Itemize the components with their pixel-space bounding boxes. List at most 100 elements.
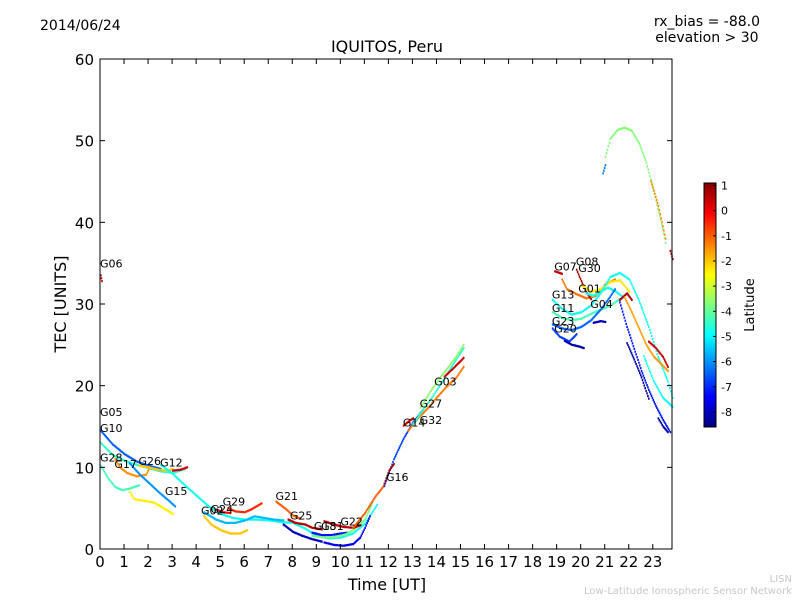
y-tick-label: 10 bbox=[75, 459, 94, 477]
x-tick-label: 12 bbox=[379, 553, 398, 571]
series-G21 bbox=[275, 500, 302, 520]
series-G30 bbox=[580, 279, 631, 293]
x-tick-label: 10 bbox=[331, 553, 350, 571]
y-tick-label: 60 bbox=[75, 51, 94, 69]
date-label: 2014/06/24 bbox=[40, 18, 121, 34]
x-tick-label: 1 bbox=[119, 553, 129, 571]
x-tick-label: 5 bbox=[215, 553, 225, 571]
x-tick-label: 2 bbox=[143, 553, 153, 571]
series-G25b bbox=[282, 523, 323, 543]
y-tick-label: 40 bbox=[75, 214, 94, 232]
series-G03 bbox=[419, 343, 465, 409]
x-tick-label: 16 bbox=[475, 553, 494, 571]
series-G15 bbox=[128, 462, 177, 508]
series-G07 bbox=[554, 270, 563, 275]
series-G19d bbox=[657, 417, 669, 434]
series-G09b bbox=[602, 164, 607, 175]
colorbar-tick-label: -8 bbox=[721, 406, 732, 419]
data-marks bbox=[100, 126, 674, 547]
series-G23 bbox=[551, 288, 616, 332]
series-G19r bbox=[648, 340, 669, 368]
sat-label: G22 bbox=[340, 515, 363, 528]
x-tick-label: 7 bbox=[263, 553, 273, 571]
colorbar bbox=[703, 182, 717, 428]
x-tick-label: 3 bbox=[167, 553, 177, 571]
sat-label: G11 bbox=[552, 302, 575, 315]
series-G09a bbox=[650, 180, 667, 240]
sat-label: G06 bbox=[100, 257, 123, 270]
sat-label: G05 bbox=[100, 406, 123, 419]
series-G12 bbox=[172, 466, 189, 472]
sat-label: G20 bbox=[554, 323, 577, 336]
sat-label: G04 bbox=[590, 298, 613, 311]
x-tick-label: 9 bbox=[312, 553, 322, 571]
sat-label: G03 bbox=[434, 376, 457, 389]
x-tick-label: 18 bbox=[523, 553, 542, 571]
series-G16r bbox=[383, 463, 395, 485]
series-G19 bbox=[623, 296, 669, 373]
colorbar-tick-label: -2 bbox=[721, 255, 732, 268]
series-G04r bbox=[619, 292, 633, 301]
sat-label: G32 bbox=[420, 414, 443, 427]
sat-label: G18 bbox=[314, 520, 337, 533]
sat-label: G07 bbox=[554, 261, 577, 274]
chart-title: IQUITOS, Peru bbox=[331, 37, 443, 56]
series-G16 bbox=[352, 484, 386, 529]
colorbar-tick-label: -3 bbox=[721, 280, 732, 293]
series-G19c bbox=[626, 342, 650, 400]
x-tick-label: 6 bbox=[239, 553, 249, 571]
series-G05 bbox=[100, 429, 162, 471]
footer-lisn: LISN bbox=[769, 574, 792, 585]
y-tick-label: 20 bbox=[75, 378, 94, 396]
series-G09 bbox=[604, 126, 667, 244]
sat-label: G17 bbox=[114, 458, 137, 471]
rx-bias-label: rx_bias = -88.0 bbox=[653, 14, 760, 30]
series-G15b bbox=[128, 490, 174, 515]
sat-label: G29 bbox=[223, 496, 246, 509]
series-G14 bbox=[402, 417, 414, 427]
sat-label: G12 bbox=[160, 457, 183, 470]
series-G02 bbox=[203, 515, 249, 535]
y-axis-label: TEC [UNITS] bbox=[51, 256, 70, 354]
series-G19b bbox=[619, 301, 672, 434]
x-axis: 0 1 2 3 4 5 6 7 8 9 10 11 12 13 14 15 16 17 18 19 20 21 22 23 bbox=[95, 59, 662, 571]
colorbar-label: Latitude bbox=[743, 278, 758, 332]
x-tick-label: 0 bbox=[95, 553, 105, 571]
sat-label: G01 bbox=[578, 283, 601, 296]
colorbar-tick-label: -6 bbox=[721, 356, 732, 369]
y-axis: 0 10 20 30 40 50 60 bbox=[75, 51, 672, 559]
rx-bias-info: rx_bias = -88.0 elevation > 30 bbox=[654, 14, 760, 46]
footer-network: Low-Latitude Ionospheric Sensor Network bbox=[584, 586, 792, 597]
elevation-label: elevation > 30 bbox=[655, 30, 759, 46]
series-G25 bbox=[287, 518, 323, 531]
colorbar-tick-label: -5 bbox=[721, 330, 732, 343]
series-G02b bbox=[203, 511, 285, 524]
sat-label: G28 bbox=[100, 452, 123, 465]
series-G04 bbox=[592, 320, 607, 324]
colorbar-tick-label: 1 bbox=[721, 180, 728, 193]
colorbar-tick-label: 0 bbox=[721, 205, 728, 218]
x-tick-label: 19 bbox=[547, 553, 566, 571]
x-tick-label: 20 bbox=[571, 553, 590, 571]
series-G22 bbox=[323, 520, 362, 529]
sat-label: G10 bbox=[100, 422, 123, 435]
sat-label: G30 bbox=[578, 262, 601, 275]
sat-label: G21 bbox=[275, 490, 298, 503]
series-G20b bbox=[563, 339, 585, 350]
colorbar-ticks: 1 0 -1 -2 -3 -4 -5 -6 -7 -8 bbox=[713, 180, 732, 419]
sat-label: G26 bbox=[138, 455, 161, 468]
x-tick-label: 14 bbox=[427, 553, 446, 571]
x-tick-label: 22 bbox=[619, 553, 638, 571]
sat-label: G27 bbox=[420, 398, 443, 411]
x-axis-label: Time [UT] bbox=[347, 575, 426, 594]
x-tick-label: 4 bbox=[191, 553, 201, 571]
series-G28 bbox=[100, 464, 141, 492]
colorbar-tick-label: -7 bbox=[721, 381, 732, 394]
series-G11 bbox=[551, 298, 621, 322]
series-G03b bbox=[443, 356, 465, 378]
sat-label: G14 bbox=[403, 417, 426, 430]
colorbar-tick-label: -4 bbox=[721, 305, 732, 318]
sat-label: G24 bbox=[211, 503, 234, 516]
